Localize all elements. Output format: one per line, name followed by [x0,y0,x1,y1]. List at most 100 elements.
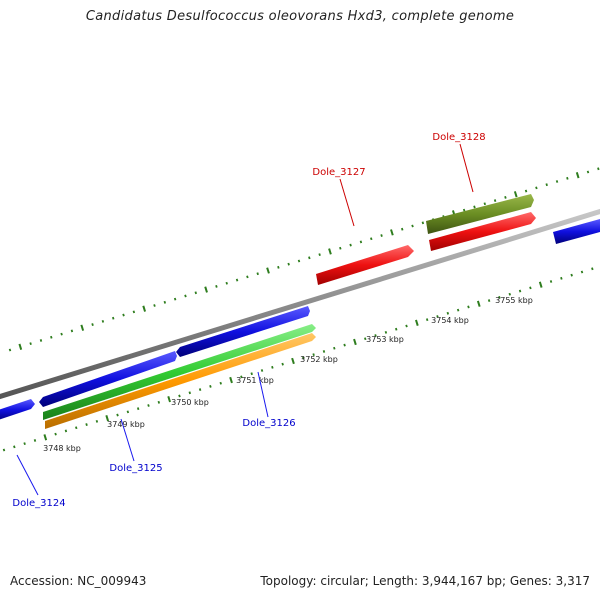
minor-tick [302,356,305,360]
minor-tick [271,365,274,369]
leader-dole-3126 [257,371,269,418]
major-tick [415,319,419,327]
minor-tick [318,253,321,257]
minor-tick [535,186,538,190]
major-tick [538,281,543,288]
minor-tick [566,176,569,180]
gene-label-dole-3126: Dole_3126 [242,418,295,429]
major-tick [476,300,481,307]
major-tick [229,376,233,384]
minor-tick [256,272,259,276]
minor-tick [549,280,553,283]
minor-tick [473,205,476,209]
gene-label-dole-3125: Dole_3125 [109,463,162,474]
genome-backbone [0,208,600,400]
major-tick [105,415,110,422]
minor-tick [29,342,32,346]
minor-tick [545,183,548,187]
minor-tick [8,348,12,352]
minor-tick [343,343,346,347]
minor-tick [425,318,429,322]
scale-label: 3755 kbp [495,296,533,305]
minor-tick [23,442,26,446]
minor-tick [504,195,507,199]
minor-tick [446,311,450,315]
minor-tick [219,381,222,385]
minor-tick [524,189,528,193]
minor-tick [225,281,228,285]
gene-blue-right-edge [553,219,600,244]
genome-summary: Topology: circular; Length: 3,944,167 bp… [260,574,590,588]
scale-label: 3749 kbp [107,420,145,429]
major-tick [328,248,332,255]
minor-tick [467,305,470,309]
gene-blue-2 [176,306,310,357]
major-tick [513,191,518,198]
minor-tick [235,278,239,282]
major-tick [167,395,171,403]
gene-label-dole-3128: Dole_3128 [432,132,485,143]
accession-label: Accession: NC_009943 [10,574,147,588]
minor-tick [147,404,150,407]
minor-tick [188,391,192,395]
minor-tick [173,297,177,301]
minor-tick [85,423,88,426]
gene-red-2 [429,212,536,251]
gene-olive [426,194,534,234]
minor-tick [518,289,522,293]
scale-label: 3754 kbp [431,316,469,325]
minor-tick [194,291,198,295]
minor-tick [116,413,119,417]
minor-tick [498,295,501,299]
gene-red-1 [316,245,414,285]
minor-tick [70,329,74,333]
minor-tick [287,262,290,266]
minor-tick [13,445,16,449]
minor-tick [297,259,301,263]
minor-tick [101,319,105,323]
minor-tick [333,346,336,350]
scale-label: 3750 kbp [171,398,209,407]
minor-tick [597,167,600,171]
minor-tick [401,227,404,231]
minor-tick [395,327,398,331]
minor-tick [153,304,156,307]
minor-tick [184,294,187,298]
minor-tick [126,410,130,414]
lower-tick-track: 3748 kbp 3749 kbp 3750 kbp 3751 kbp 3752 kbp… [2,267,594,453]
minor-tick [349,243,352,247]
minor-tick [312,353,315,357]
major-tick [204,286,208,293]
minor-tick [122,313,125,317]
minor-tick [405,324,408,328]
minor-tick [2,448,6,452]
scale-label: 3748 kbp [43,444,81,453]
upper-tick-track [8,167,600,352]
minor-tick [91,323,94,326]
minor-tick [64,429,68,433]
minor-tick [421,221,425,225]
gene-orange [45,333,316,429]
minor-tick [54,432,57,436]
minor-tick [508,292,511,296]
minor-tick [136,407,140,411]
minor-tick [436,315,439,318]
leader-dole-3124 [16,454,39,496]
minor-tick [50,335,53,339]
minor-tick [339,246,342,250]
minor-tick [33,439,37,442]
major-tick [142,305,147,312]
leader-dole-3125 [120,418,135,462]
minor-tick [591,267,594,271]
major-tick [18,343,23,350]
minor-tick [260,369,264,372]
minor-tick [246,275,249,279]
minor-tick [157,400,161,404]
minor-tick [487,299,491,302]
minor-tick [215,285,218,288]
minor-tick [322,350,326,353]
leader-dole-3127 [339,178,355,227]
minor-tick [493,199,497,202]
minor-tick [60,332,63,336]
